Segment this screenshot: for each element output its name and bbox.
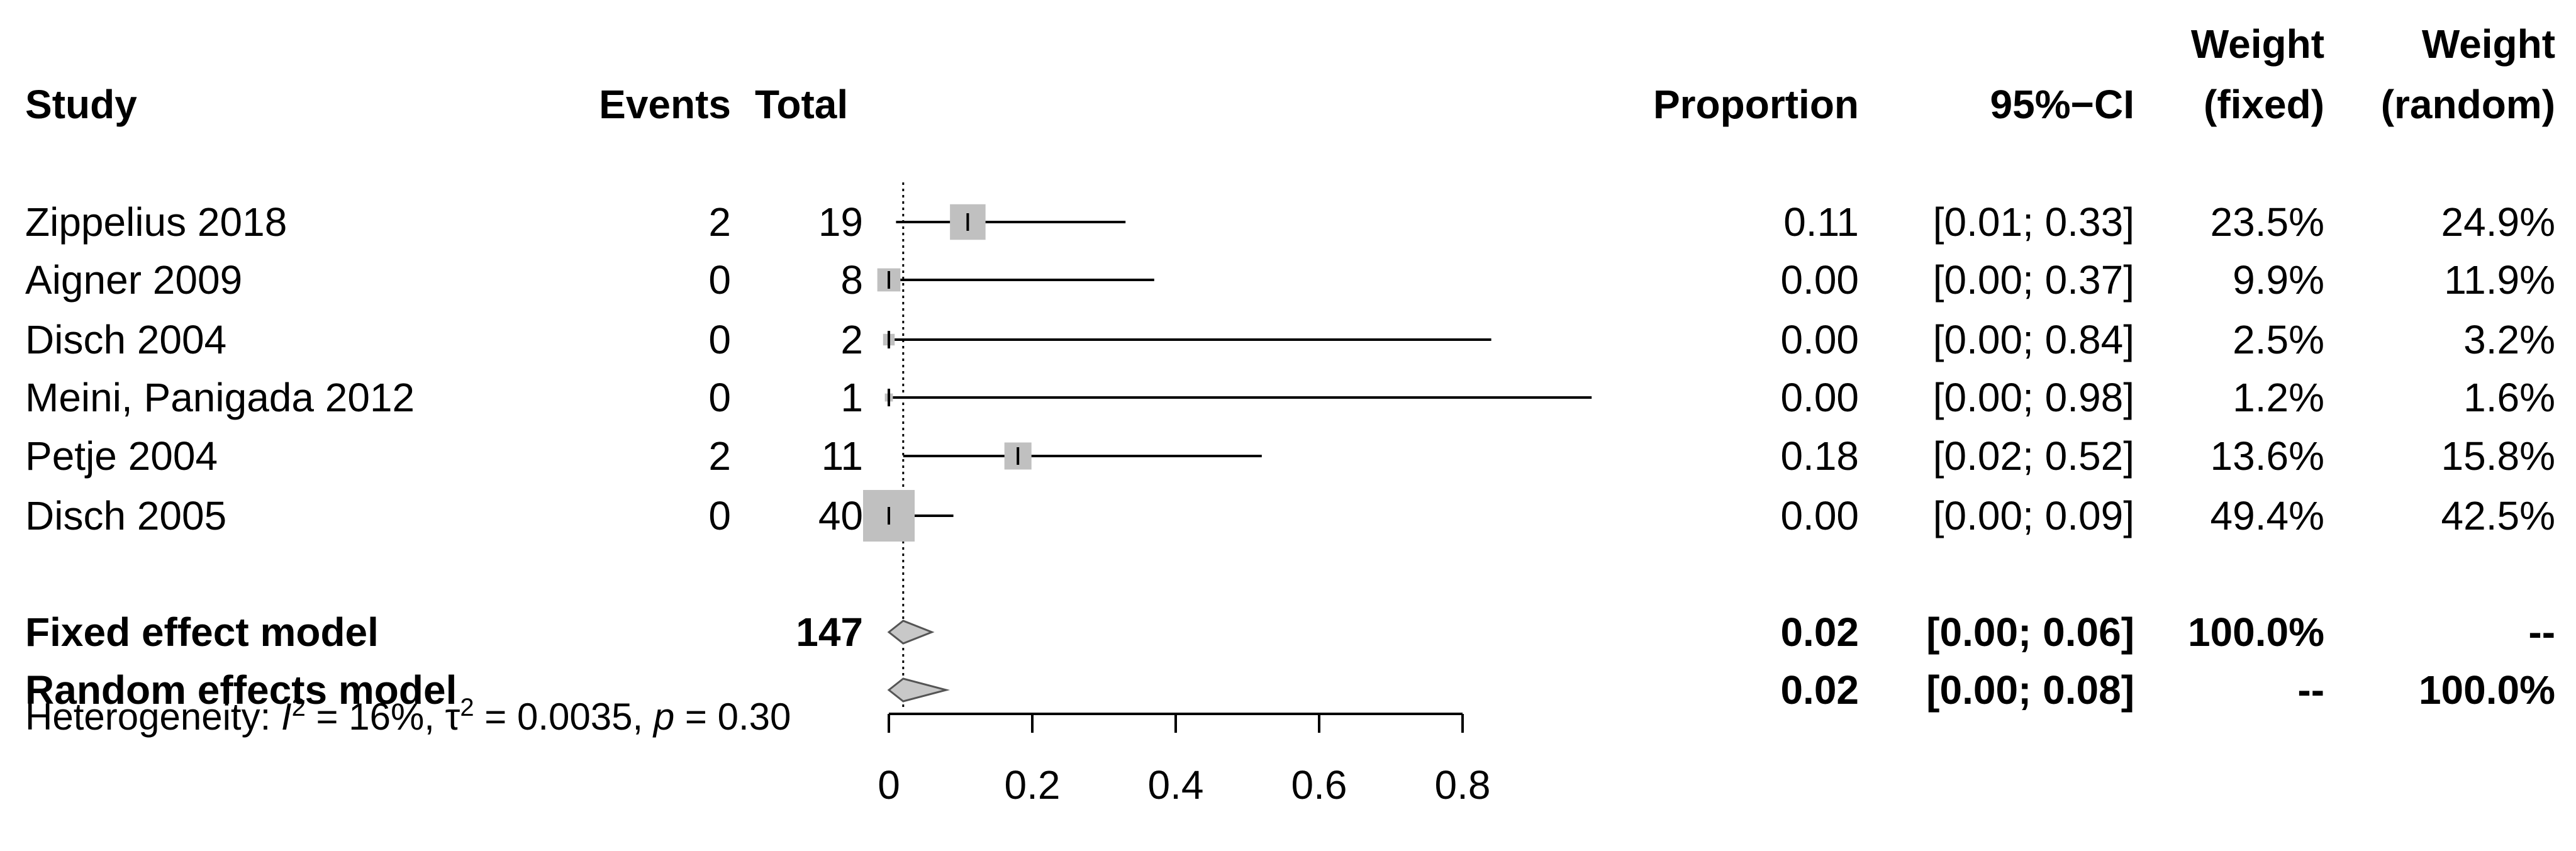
study-ci: [0.02; 0.52] [1933,433,2134,479]
study-ci: [0.00; 0.98] [1933,375,2134,420]
header-weight-random-line1: Weight [2422,21,2555,67]
summary-ci: [0.00; 0.08] [1926,667,2134,713]
header-total: Total [755,82,848,127]
summary-diamond [887,677,951,703]
study-total: 2 [840,317,863,362]
study-proportion: 0.18 [1780,433,1859,479]
study-weight-fixed: 23.5% [2211,199,2324,245]
study-events: 0 [708,375,731,420]
study-weight-random: 42.5% [2441,493,2555,538]
x-tick-label: 0.6 [1291,762,1347,808]
header-weight-fixed-line2: (fixed) [2204,82,2324,127]
study-total: 11 [822,433,863,479]
column-headers: Study Events Total Proportion 95%−CI Wei… [25,21,2555,127]
study-weight-fixed: 1.2% [2233,375,2324,420]
header-ci: 95%−CI [1990,82,2134,127]
x-tick-label: 0 [878,762,900,808]
study-weight-fixed: 13.6% [2211,433,2324,479]
study-name: Meini, Panigada 2012 [25,375,415,420]
study-name: Petje 2004 [25,433,218,479]
study-proportion: 0.11 [1783,199,1859,245]
heterogeneity-text: Heterogeneity: I2 = 16%, τ2 = 0.0035, p … [25,694,791,738]
summary-name: Fixed effect model [25,609,379,655]
study-events: 0 [708,317,731,362]
summary-name: Random effects model [25,667,457,713]
summary-rows: Fixed effect model 147 0.02 [0.00; 0.06] 100… [25,609,2555,713]
summary-ci: [0.00; 0.06] [1926,609,2134,655]
study-weight-fixed: 9.9% [2233,257,2324,303]
header-events: Events [599,82,731,127]
study-ci: [0.00; 0.09] [1933,493,2134,538]
study-total: 1 [840,375,863,420]
study-events: 0 [708,257,731,303]
header-study: Study [25,82,137,127]
summary-weight-random: 100.0% [2419,667,2555,713]
header-proportion: Proportion [1653,82,1859,127]
summary-weight-fixed: -- [2297,667,2324,713]
study-events: 0 [708,493,731,538]
study-events: 2 [708,199,731,245]
header-weight-fixed-line1: Weight [2191,21,2324,67]
x-tick-label: 0.4 [1148,762,1204,808]
study-total: 40 [818,493,863,538]
summary-diamond [887,620,935,645]
study-rows: Zippelius 2018 2 19 0.11 [0.01; 0.33] 23.5% 24… [25,199,2555,538]
study-weight-random: 1.6% [2463,375,2555,420]
study-events: 2 [708,433,731,479]
header-weight-random-line2: (random) [2381,82,2555,127]
study-weight-fixed: 2.5% [2233,317,2324,362]
study-weight-random: 3.2% [2463,317,2555,362]
study-ci: [0.01; 0.33] [1933,199,2134,245]
study-ci: [0.00; 0.84] [1933,317,2134,362]
study-weight-random: 24.9% [2441,199,2555,245]
summary-proportion: 0.02 [1780,667,1859,713]
study-weight-random: 11.9% [2444,257,2555,303]
plot-marks [863,182,1592,711]
study-proportion: 0.00 [1780,375,1859,420]
study-proportion: 0.00 [1780,317,1859,362]
x-tick-label: 0.2 [1005,762,1061,808]
study-weight-fixed: 49.4% [2211,493,2324,538]
study-weight-random: 15.8% [2441,433,2555,479]
study-ci: [0.00; 0.37] [1933,257,2134,303]
study-name: Disch 2004 [25,317,226,362]
study-total: 19 [818,199,863,245]
study-name: Zippelius 2018 [25,199,287,245]
study-total: 8 [840,257,863,303]
study-name: Aigner 2009 [25,257,242,303]
summary-proportion: 0.02 [1780,609,1859,655]
x-axis: 0 0.2 0.4 0.6 0.8 [878,713,1491,808]
summary-weight-random: -- [2528,609,2555,655]
study-proportion: 0.00 [1780,493,1859,538]
summary-weight-fixed: 100.0% [2188,609,2324,655]
x-tick-label: 0.8 [1435,762,1491,808]
study-proportion: 0.00 [1780,257,1859,303]
summary-total: 147 [796,609,863,655]
study-name: Disch 2005 [25,493,226,538]
